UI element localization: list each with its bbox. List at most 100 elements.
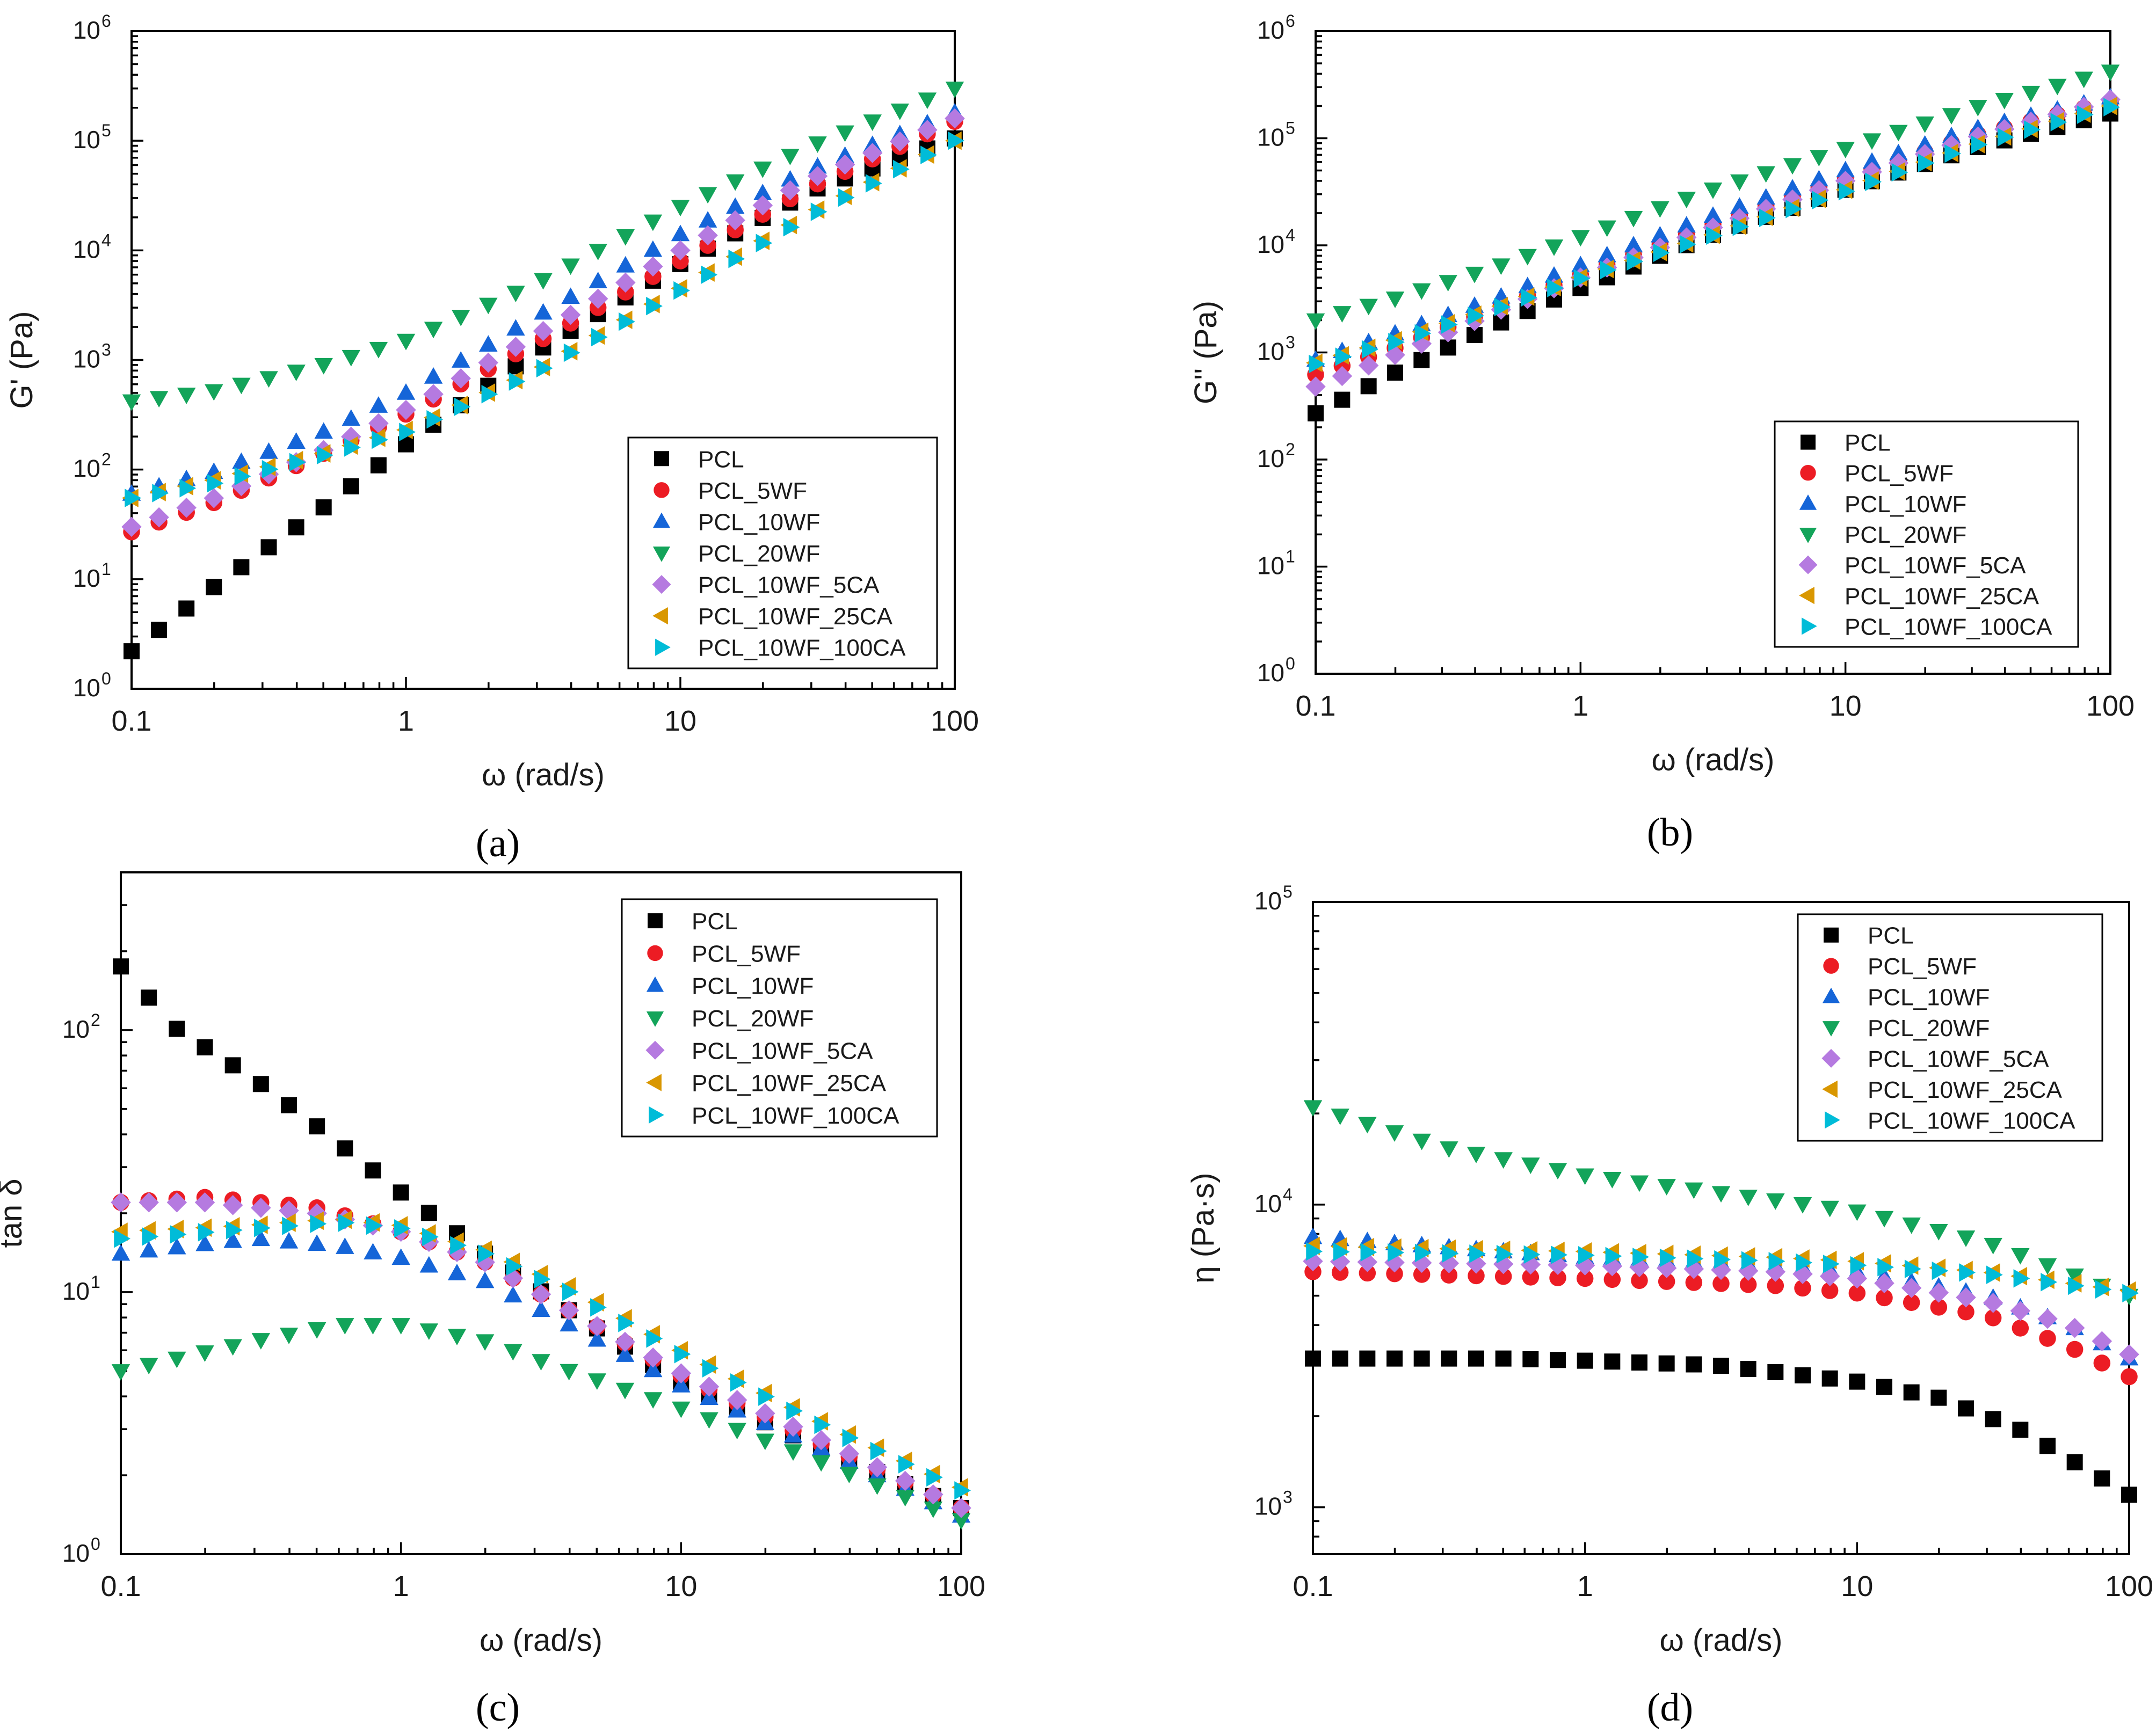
data-point — [344, 438, 361, 457]
legend-marker — [1822, 987, 1840, 1003]
data-point — [1551, 1245, 1567, 1264]
data-point — [121, 516, 142, 537]
data-point — [2094, 1470, 2110, 1487]
data-point — [447, 1264, 467, 1280]
series-pcl — [1308, 105, 2118, 421]
data-point — [369, 396, 388, 413]
legend-label: PCL_20WF — [1868, 1015, 1990, 1041]
data-point — [531, 1284, 551, 1305]
data-point — [479, 335, 498, 352]
data-point — [2103, 98, 2120, 116]
data-point — [1679, 235, 1696, 254]
data-point — [2066, 1340, 2084, 1358]
data-point — [1711, 1186, 1731, 1203]
y-tick-label: 10 — [73, 345, 100, 373]
data-point — [1956, 1230, 1976, 1247]
data-point — [124, 643, 140, 660]
data-point — [561, 258, 580, 275]
data-point — [674, 1345, 691, 1364]
data-point — [454, 397, 471, 416]
legend-label: PCL_5WF — [1845, 461, 1954, 487]
legend-label: PCL_5WF — [698, 478, 807, 504]
data-point — [534, 273, 553, 290]
data-point — [758, 1387, 775, 1406]
data-point — [1388, 1243, 1404, 1262]
data-point — [701, 265, 718, 284]
data-point — [1740, 1361, 1756, 1378]
data-point — [451, 351, 470, 368]
data-point — [1836, 142, 1855, 158]
data-point — [1651, 201, 1669, 218]
data-point — [1385, 1125, 1404, 1142]
data-point — [1651, 225, 1669, 243]
data-point — [1468, 1350, 1484, 1367]
data-point — [1875, 1211, 1894, 1228]
data-point — [1901, 1278, 1922, 1298]
data-point — [1677, 192, 1696, 208]
data-point — [1603, 1172, 1622, 1189]
data-point — [142, 1227, 159, 1246]
data-point — [730, 1373, 747, 1392]
legend-box — [1774, 420, 2079, 648]
y-tick-exponent: 3 — [1286, 333, 1295, 352]
data-point — [1957, 1303, 1974, 1321]
x-axis-label: ω (rad/s) — [482, 757, 605, 792]
y-tick-exponent: 4 — [1283, 1185, 1293, 1204]
y-tick-exponent: 5 — [1286, 119, 1295, 138]
data-point — [1889, 143, 1908, 161]
data-point — [895, 1470, 916, 1491]
data-point — [755, 1403, 775, 1424]
data-point — [1821, 1370, 1838, 1387]
data-point — [279, 1232, 299, 1249]
data-point — [398, 436, 414, 453]
x-tick-label: 0.1 — [100, 1570, 141, 1602]
data-point — [423, 384, 444, 404]
data-point — [587, 288, 608, 309]
x-tick-label: 0.1 — [1293, 1570, 1333, 1602]
data-point — [251, 1198, 271, 1218]
data-point — [618, 1314, 635, 1332]
data-point — [1547, 279, 1564, 297]
series-pcl-10wf-100ca — [1306, 1242, 2139, 1302]
data-point — [898, 1455, 915, 1474]
data-point — [1821, 1282, 1839, 1299]
data-point — [282, 1216, 299, 1235]
data-point — [111, 1244, 130, 1261]
data-point — [1794, 1279, 1811, 1297]
data-point — [1331, 1264, 1349, 1281]
data-point — [1333, 306, 1352, 323]
y-tick-exponent: 3 — [1283, 1488, 1293, 1507]
y-tick-label: 10 — [62, 1015, 90, 1043]
data-point — [536, 359, 553, 378]
data-point — [1795, 1367, 1811, 1383]
x-tick-label: 100 — [2105, 1570, 2153, 1602]
x-tick-label: 1 — [398, 705, 414, 737]
data-point — [394, 1219, 411, 1238]
data-point — [918, 92, 937, 110]
data-point — [226, 1221, 243, 1240]
data-point — [342, 349, 361, 367]
legend-label: PCL_5WF — [1868, 953, 1977, 980]
data-point — [725, 174, 745, 191]
x-tick-label: 0.1 — [111, 705, 151, 737]
data-point — [195, 1234, 214, 1251]
data-point — [169, 1021, 185, 1037]
data-point — [1932, 1261, 1949, 1280]
data-point — [862, 143, 883, 163]
data-point — [254, 1219, 271, 1237]
data-point — [1658, 1355, 1675, 1372]
series-pcl-20wf — [1303, 1100, 2139, 1306]
data-point — [1768, 1252, 1785, 1271]
data-point — [2048, 78, 2067, 96]
data-point — [1467, 327, 1483, 344]
data-point — [1657, 1179, 1676, 1196]
data-point — [139, 1192, 159, 1213]
data-point — [643, 1392, 663, 1409]
y-tick-label: 10 — [1257, 123, 1284, 151]
data-point — [1522, 1351, 1539, 1367]
data-point — [1876, 1379, 1892, 1395]
data-point — [259, 371, 278, 388]
data-point — [478, 1244, 495, 1263]
data-point — [2010, 1301, 2031, 1321]
